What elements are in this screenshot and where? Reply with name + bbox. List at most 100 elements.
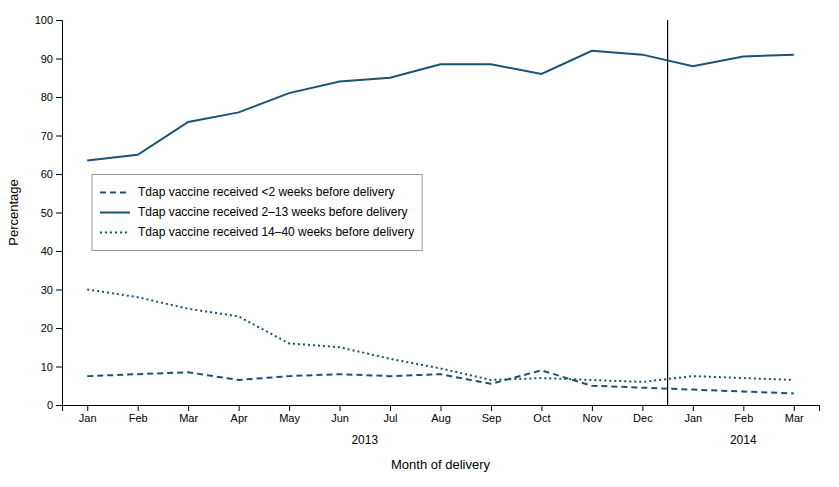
x-tick-label: Jun xyxy=(331,412,349,424)
x-axis-line xyxy=(63,406,820,412)
y-tick: 90 xyxy=(41,53,62,65)
x-tick-mark xyxy=(289,405,290,411)
y-tick-mark xyxy=(56,59,62,60)
legend-swatch xyxy=(100,232,130,234)
legend-box xyxy=(92,175,422,251)
y-tick-label: 30 xyxy=(41,284,53,296)
y-axis-line xyxy=(56,21,63,406)
legend-label: Tdap vaccine received 14–40 weeks before… xyxy=(138,225,414,239)
y-tick: 30 xyxy=(41,284,62,296)
x-tick-label: Jul xyxy=(384,412,398,424)
x-tick-label: Aug xyxy=(431,412,451,424)
annotation: 2014 xyxy=(730,433,757,447)
x-axis-title: Month of delivery xyxy=(391,457,490,472)
y-tick: 60 xyxy=(41,168,62,180)
y-axis: 0 10 20 30 40 50 60 70 80 90 100 xyxy=(35,14,63,411)
y-tick-mark xyxy=(56,290,62,291)
y-tick: 0 xyxy=(47,399,62,411)
x-tick-mark xyxy=(743,405,744,411)
x-tick: Mar xyxy=(179,405,198,424)
y-tick: 10 xyxy=(41,361,62,373)
series-line xyxy=(87,290,794,382)
legend-swatch xyxy=(100,212,130,214)
lines xyxy=(87,51,794,394)
legend-item: Tdap vaccine received <2 weeks before de… xyxy=(100,185,394,199)
y-tick-mark xyxy=(56,20,62,21)
x-tick: Aug xyxy=(431,405,451,424)
x-tick-mark xyxy=(390,405,391,411)
x-tick-label: Nov xyxy=(583,412,603,424)
y-tick-mark xyxy=(56,174,62,175)
x-tick-mark xyxy=(441,405,442,411)
legend-label: Tdap vaccine received 2–13 weeks before … xyxy=(138,205,407,219)
y-tick: 80 xyxy=(41,91,62,103)
series-line xyxy=(87,370,794,393)
x-tick-mark xyxy=(340,405,341,411)
y-tick-label: 0 xyxy=(47,399,53,411)
y-tick-mark xyxy=(56,405,62,406)
y-tick-mark xyxy=(56,97,62,98)
y-tick: 50 xyxy=(41,207,62,219)
y-tick: 100 xyxy=(35,14,62,26)
x-tick: Mar xyxy=(785,405,804,424)
y-tick-mark xyxy=(56,213,62,214)
x-tick: Jul xyxy=(384,405,398,424)
y-tick: 20 xyxy=(41,322,62,334)
x-tick-label: Oct xyxy=(533,412,550,424)
y-tick-label: 20 xyxy=(41,322,53,334)
x-tick-mark xyxy=(138,405,139,411)
y-axis-title: Percentage xyxy=(6,179,21,246)
x-tick: Apr xyxy=(231,405,248,424)
x-tick: Oct xyxy=(533,405,550,424)
x-tick-label: Apr xyxy=(231,412,248,424)
annotation: 2013 xyxy=(351,433,378,447)
legend-item: Tdap vaccine received 2–13 weeks before … xyxy=(100,205,407,219)
x-tick-mark xyxy=(188,405,189,411)
x-tick-label: Feb xyxy=(129,412,148,424)
legend-swatch xyxy=(100,192,130,194)
x-tick-mark xyxy=(642,405,643,411)
x-tick: May xyxy=(279,405,300,424)
y-tick-label: 80 xyxy=(41,91,53,103)
y-tick-label: 50 xyxy=(41,207,53,219)
x-tick-mark xyxy=(693,405,694,411)
x-tick-label: Feb xyxy=(734,412,753,424)
x-tick-label: Dec xyxy=(633,412,653,424)
x-tick: Feb xyxy=(129,405,148,424)
series-line xyxy=(87,51,794,161)
x-tick-mark xyxy=(491,405,492,411)
y-tick: 40 xyxy=(41,245,62,257)
x-axis: Jan Feb Mar Apr May Jun Jul Aug Sep Oct Nov Dec Jan F… xyxy=(63,405,820,424)
legend: Tdap vaccine received <2 weeks before de… xyxy=(92,175,422,251)
legend-label: Tdap vaccine received <2 weeks before de… xyxy=(138,185,394,199)
y-tick-label: 60 xyxy=(41,168,53,180)
x-tick-mark xyxy=(592,405,593,411)
x-tick-mark xyxy=(794,405,795,411)
y-tick-label: 90 xyxy=(41,53,53,65)
y-tick-mark xyxy=(56,328,62,329)
y-tick-mark xyxy=(56,367,62,368)
year-separator xyxy=(667,20,668,405)
x-tick: Nov xyxy=(583,405,603,424)
y-tick-label: 10 xyxy=(41,361,53,373)
y-tick-mark xyxy=(56,251,62,252)
x-tick-label: Jan xyxy=(684,412,702,424)
y-tick-label: 100 xyxy=(35,14,53,26)
x-tick-label: Jan xyxy=(79,412,97,424)
y-tick-label: 40 xyxy=(41,245,53,257)
x-tick-label: Mar xyxy=(785,412,804,424)
y-tick-label: 70 xyxy=(41,130,53,142)
plot: Jan Feb Mar Apr May Jun Jul Aug Sep Oct Nov Dec Jan F… xyxy=(6,14,820,472)
x-tick-mark xyxy=(239,405,240,411)
chart: Jan Feb Mar Apr May Jun Jul Aug Sep Oct Nov Dec Jan F… xyxy=(0,0,839,487)
x-tick-mark xyxy=(541,405,542,411)
x-tick: Jun xyxy=(331,405,349,424)
x-tick: Feb xyxy=(734,405,753,424)
y-tick-mark xyxy=(56,136,62,137)
y-tick: 70 xyxy=(41,130,62,142)
x-tick-label: Sep xyxy=(482,412,502,424)
x-tick-mark xyxy=(87,405,88,411)
x-tick: Jan xyxy=(684,405,702,424)
x-tick: Jan xyxy=(79,405,97,424)
legend-item: Tdap vaccine received 14–40 weeks before… xyxy=(100,225,414,239)
